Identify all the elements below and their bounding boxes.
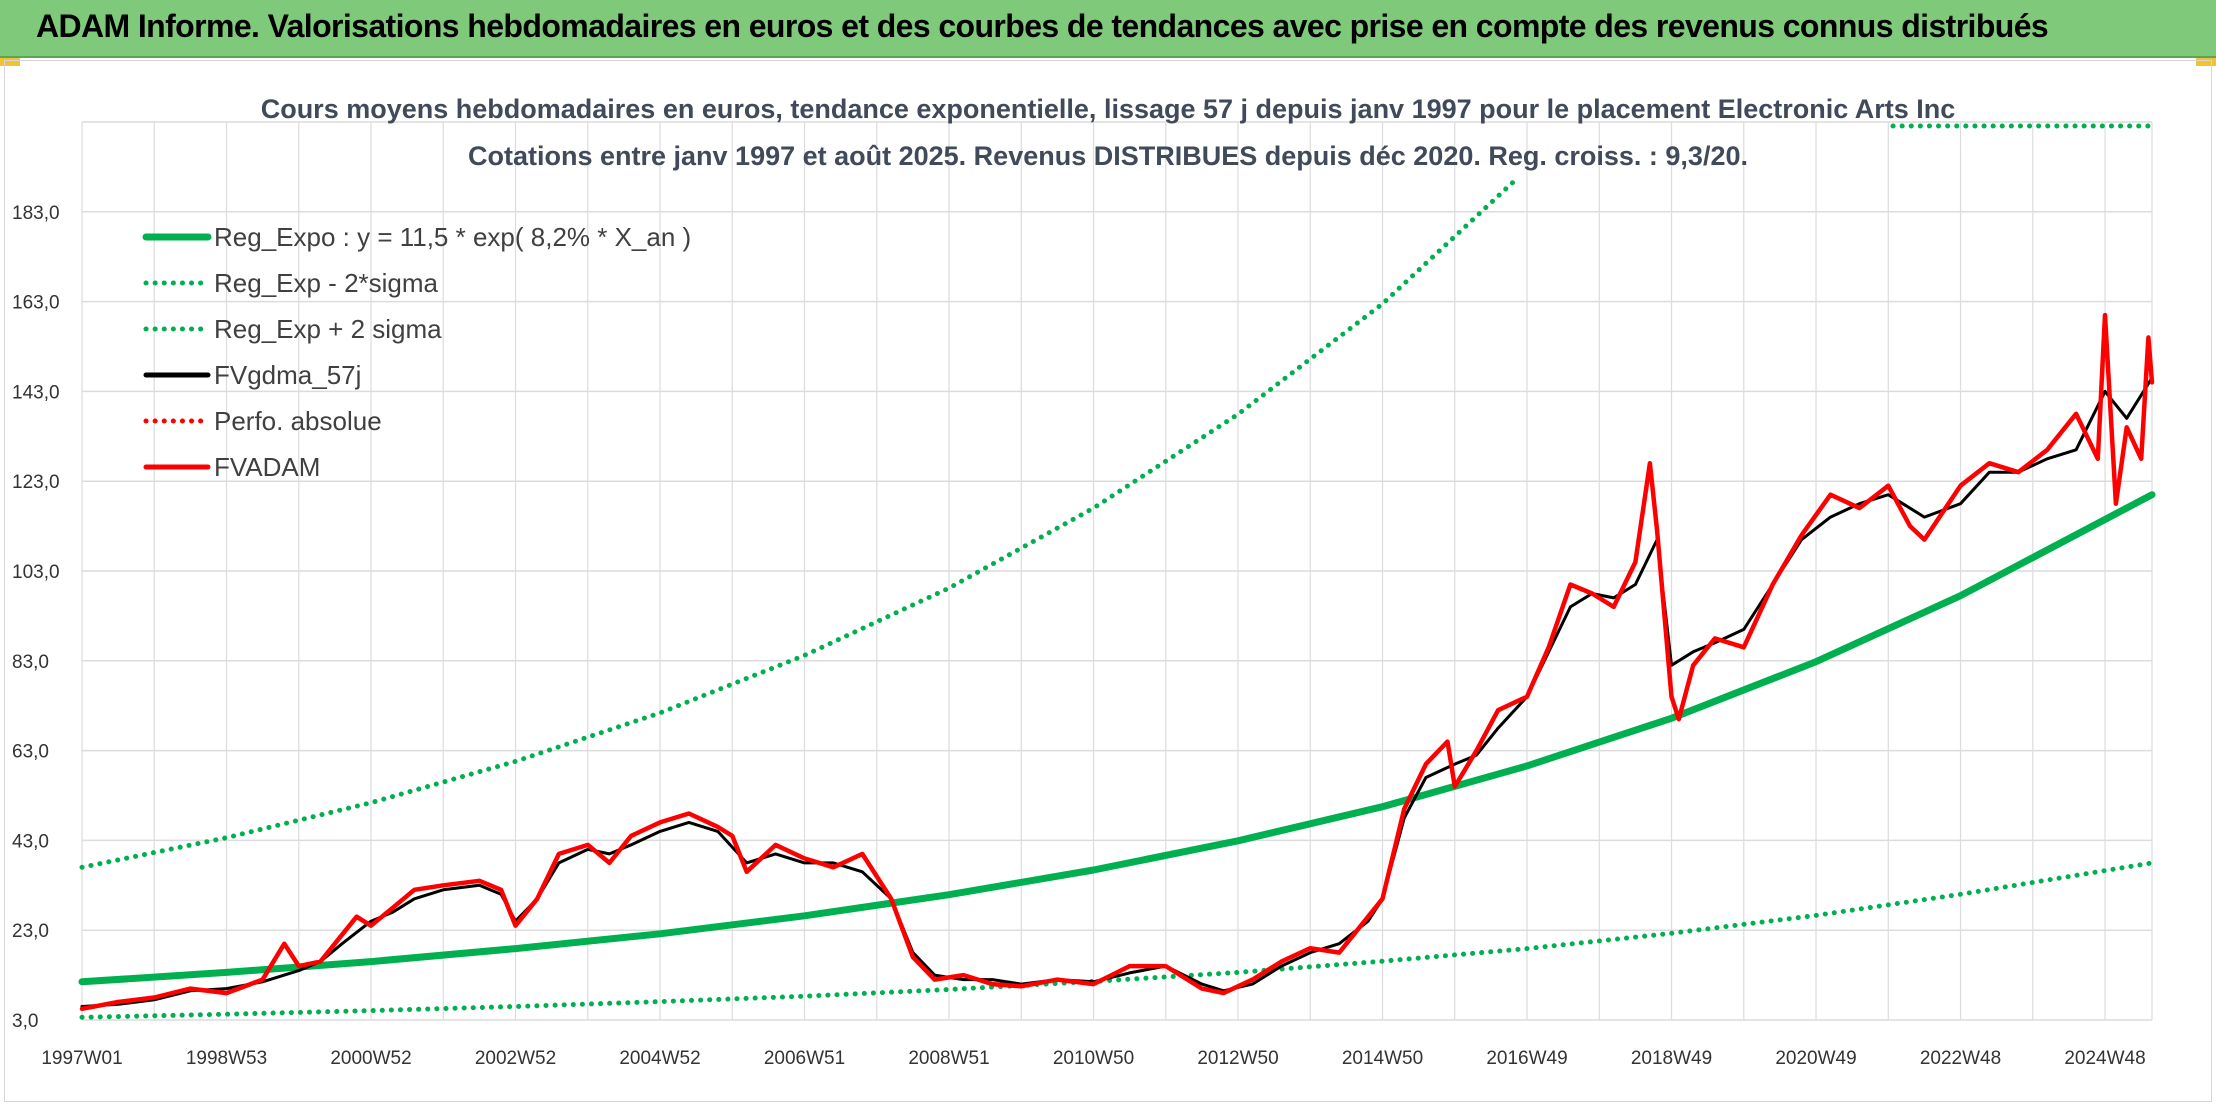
x-tick-label: 2012W50 <box>1197 1048 1278 1069</box>
y-tick-label: 143,0 <box>12 382 60 403</box>
y-tick-label: 43,0 <box>12 831 49 852</box>
x-tick-label: 2018W49 <box>1631 1048 1712 1069</box>
x-tick-label: 1998W53 <box>186 1048 267 1069</box>
grid-layer <box>81 121 2153 1021</box>
x-tick-label: 2004W52 <box>619 1048 700 1069</box>
y-tick-label: 163,0 <box>12 293 60 314</box>
x-tick-label: 2002W52 <box>475 1048 556 1069</box>
series-line-5 <box>79 312 2155 1012</box>
chart-frame <box>4 60 2212 1102</box>
series-line-1 <box>79 860 2155 1020</box>
x-tick-label: 2010W50 <box>1053 1048 1134 1069</box>
chart-title-line2: Cotations entre janv 1997 et août 2025. … <box>468 141 1748 171</box>
legend: Reg_Expo : y = 11,5 * exp( 8,2% * X_an )… <box>142 222 691 482</box>
legend-label-3: FVgdma_57j <box>214 360 361 390</box>
banner-corner-left <box>0 58 20 66</box>
x-tick-label: 2008W51 <box>908 1048 989 1069</box>
series-line-2 <box>79 180 1516 870</box>
y-tick-label: 63,0 <box>12 742 49 763</box>
series-layer <box>78 123 2156 1020</box>
x-tick-label: 2020W49 <box>1775 1048 1856 1069</box>
legend-label-1: Reg_Exp - 2*sigma <box>214 268 439 298</box>
x-tick-label: 2016W49 <box>1486 1048 1567 1069</box>
y-tick-label: 83,0 <box>12 652 49 673</box>
x-tick-label: 2000W52 <box>330 1048 411 1069</box>
x-tick-label: 2014W50 <box>1342 1048 1423 1069</box>
x-tick-label: 1997W01 <box>41 1048 122 1069</box>
x-tick-label: 2024W48 <box>2064 1048 2145 1069</box>
series-line-0 <box>78 491 2156 986</box>
y-tick-label: 23,0 <box>12 921 49 942</box>
legend-label-4: Perfo. absolue <box>214 406 382 436</box>
y-tick-label: 183,0 <box>12 203 60 224</box>
report-banner: ADAM Informe. Valorisations hebdomadaire… <box>0 0 2216 58</box>
x-tick-label: 2006W51 <box>764 1048 845 1069</box>
y-tick-label: 103,0 <box>12 562 60 583</box>
y-tick-label: 123,0 <box>12 472 60 493</box>
y-tick-label: 3,0 <box>12 1011 38 1032</box>
x-tick-label: 2022W48 <box>1920 1048 2001 1069</box>
legend-label-0: Reg_Expo : y = 11,5 * exp( 8,2% * X_an ) <box>214 222 691 252</box>
axis-layer: 3,0 23,0 43,0 63,0 83,0 103,0 123,0 143,0 163,0 1… <box>12 203 2146 1069</box>
legend-label-5: FVADAM <box>214 452 320 482</box>
banner-corner-right <box>2196 58 2216 66</box>
legend-label-2: Reg_Exp + 2 sigma <box>214 314 442 344</box>
report-title: ADAM Informe. Valorisations hebdomadaire… <box>36 8 2049 44</box>
chart-title-line1: Cours moyens hebdomadaires en euros, ten… <box>261 94 1956 124</box>
